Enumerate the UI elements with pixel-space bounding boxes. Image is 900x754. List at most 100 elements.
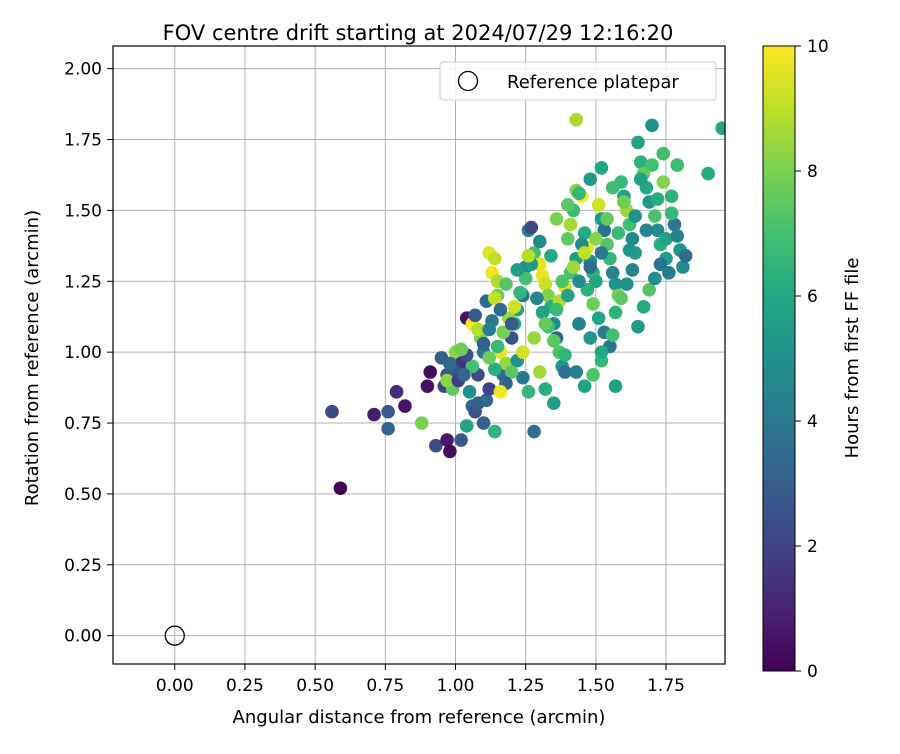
data-point [522,385,536,399]
chart-title: FOV centre drift starting at 2024/07/29 … [163,21,674,45]
colorbar-tick-label: 4 [807,412,818,432]
data-point [626,232,640,246]
y-axis-ticks: 0.000.250.500.751.001.251.501.752.00 [64,60,113,647]
data-point [592,198,606,212]
data-point [676,260,690,274]
x-tick-label: 1.25 [507,676,545,696]
data-point [482,351,496,365]
data-point [648,272,662,286]
data-point [578,379,592,393]
data-point [715,121,729,135]
data-point [572,187,586,201]
data-point [533,235,547,249]
colorbar-tick-label: 2 [807,537,818,557]
data-point [440,433,454,447]
data-point [583,172,597,186]
x-tick-label: 0.75 [366,676,404,696]
colorbar-tick-label: 0 [807,662,818,682]
data-point [510,263,524,277]
data-point [592,311,606,325]
data-point [656,175,670,189]
y-axis-label: Rotation from reference (arcmin) [22,210,43,506]
data-point [547,396,561,410]
data-point [533,365,547,379]
data-point [381,422,395,436]
data-point [567,260,581,274]
data-point [516,345,530,359]
data-point [595,246,609,260]
y-tick-label: 0.75 [64,414,102,434]
data-point [530,292,544,306]
y-tick-label: 1.75 [64,131,102,151]
data-point [595,345,609,359]
data-point [482,323,496,337]
data-point [463,385,477,399]
colorbar-tick-label: 6 [807,287,818,307]
data-point [569,365,583,379]
data-point [522,249,536,263]
data-point [645,119,659,133]
data-point [494,303,508,317]
data-point [648,209,662,223]
x-tick-label: 0.25 [226,676,264,696]
data-point [665,206,679,220]
y-tick-label: 0.00 [64,627,102,647]
x-tick-label: 1.75 [647,676,685,696]
data-point [614,292,628,306]
data-point [628,209,642,223]
data-point [623,243,637,257]
data-point [499,277,513,291]
data-point [423,365,437,379]
data-point [539,382,553,396]
colorbar: 0246810 Hours from first FF file [763,37,863,682]
data-point [634,172,648,186]
data-point [491,340,505,354]
data-point [564,218,578,232]
data-point [645,158,659,172]
x-tick-label: 1.50 [577,676,615,696]
data-point [454,433,468,447]
data-point [527,425,541,439]
data-point [626,263,640,277]
y-tick-label: 0.25 [64,556,102,576]
colorbar-tick-label: 8 [807,162,818,182]
y-tick-label: 1.00 [64,343,102,363]
data-point [572,274,586,288]
data-point [477,337,491,351]
x-tick-label: 1.00 [437,676,475,696]
data-point [595,161,609,175]
data-point [550,212,564,226]
data-point [508,300,522,314]
x-tick-label: 0.00 [156,676,194,696]
colorbar-tick-label: 10 [807,37,829,57]
data-point [513,286,527,300]
data-point [561,289,575,303]
data-point [443,445,457,459]
chart-root: FOV centre drift starting at 2024/07/29 … [0,0,900,750]
data-point [631,320,645,334]
data-point [460,419,474,433]
data-point [606,328,620,342]
data-point [701,167,715,181]
data-point [586,368,600,382]
data-point [589,232,603,246]
x-axis-label: Angular distance from reference (arcmin) [233,707,606,728]
x-axis-ticks: 0.000.250.500.751.001.251.501.75 [156,664,685,696]
colorbar-gradient [763,46,795,671]
data-point [454,343,468,357]
y-tick-label: 2.00 [64,60,102,80]
data-point [561,198,575,212]
data-point [539,277,553,291]
data-point [550,303,564,317]
data-point [488,425,502,439]
data-point [583,331,597,345]
data-point [609,379,623,393]
data-point [612,226,626,240]
data-point [367,408,381,422]
data-point [606,266,620,280]
data-point [547,334,561,348]
data-point [488,252,502,266]
data-point [558,348,572,362]
data-point [555,274,569,288]
data-point [620,277,634,291]
